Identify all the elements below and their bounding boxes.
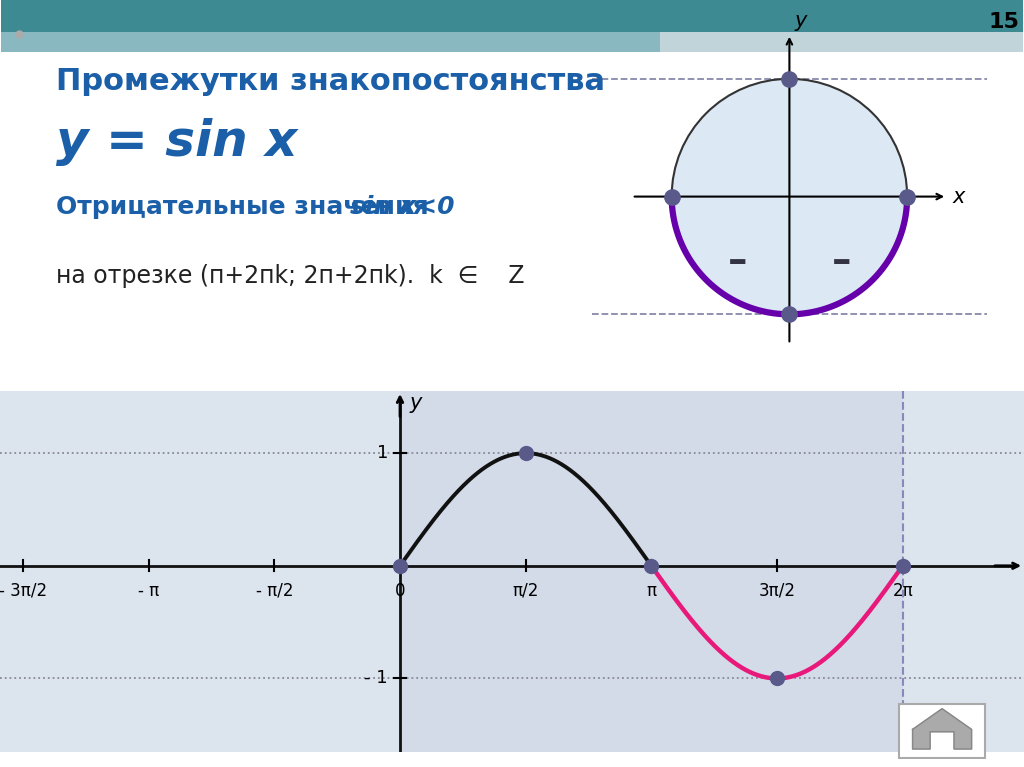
Text: –: – <box>831 242 851 281</box>
Bar <box>400 391 902 752</box>
Polygon shape <box>912 709 972 749</box>
Bar <box>659 32 1023 52</box>
Text: на отрезке (п+2пk; 2п+2пk).  k  ∈    Z: на отрезке (п+2пk; 2п+2пk). k ∈ Z <box>56 265 524 288</box>
Text: y: y <box>795 11 807 31</box>
Bar <box>1 32 659 52</box>
Text: –: – <box>728 242 748 281</box>
Text: π/2: π/2 <box>512 581 539 600</box>
Text: - π: - π <box>138 581 160 600</box>
Text: sin x<0: sin x<0 <box>350 195 455 219</box>
Text: Отрицательные значения: Отрицательные значения <box>56 195 437 219</box>
Text: 0: 0 <box>394 581 406 600</box>
Text: Промежутки знакопостоянства: Промежутки знакопостоянства <box>56 67 605 97</box>
Text: - 3π/2: - 3π/2 <box>0 581 47 600</box>
Text: π: π <box>646 581 656 600</box>
Text: 2π: 2π <box>892 581 913 600</box>
FancyBboxPatch shape <box>899 703 985 758</box>
Bar <box>1 0 1023 32</box>
Text: y = sin x: y = sin x <box>56 117 297 166</box>
Text: 3π/2: 3π/2 <box>759 581 796 600</box>
Text: - 1: - 1 <box>365 670 388 687</box>
Text: x: x <box>952 186 965 206</box>
Circle shape <box>672 79 907 314</box>
Text: - π/2: - π/2 <box>256 581 293 600</box>
Text: 1: 1 <box>377 444 388 463</box>
Text: 15: 15 <box>988 12 1020 32</box>
Text: y: y <box>410 393 422 413</box>
